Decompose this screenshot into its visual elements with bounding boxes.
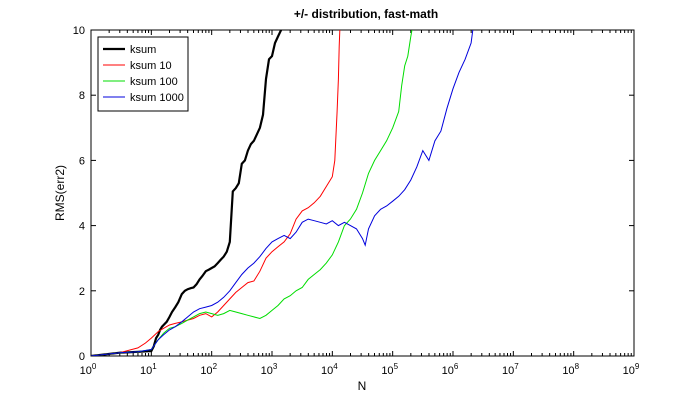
- chart-title: +/- distribution, fast-math: [294, 7, 438, 21]
- axis-ticks: [90, 29, 635, 357]
- y-tick-label: 8: [79, 90, 85, 102]
- x-tick-label: 105: [381, 362, 398, 377]
- series-line-4: [91, 30, 474, 356]
- legend-label: ksum 10: [130, 60, 172, 72]
- y-tick-label: 6: [79, 155, 85, 167]
- y-tick-label: 0: [79, 351, 85, 363]
- x-tick-label: 109: [623, 362, 640, 377]
- y-tick-label: 10: [73, 25, 85, 37]
- y-tick-labels: 0 2 4 6 8 10: [73, 25, 85, 363]
- series-line-2: [91, 30, 341, 356]
- x-tick-label: 107: [502, 362, 519, 377]
- x-tick-label: 100: [80, 362, 97, 377]
- y-axis-label: RMS(err2): [53, 165, 67, 221]
- legend: ksum ksum 10 ksum 100 ksum 1000: [97, 36, 189, 112]
- x-tick-label: 102: [200, 362, 217, 377]
- x-tick-label: 101: [140, 362, 157, 377]
- y-tick-label: 2: [79, 286, 85, 298]
- series-line-3: [91, 30, 413, 356]
- x-tick-label: 104: [321, 362, 338, 377]
- series-lines: [91, 30, 474, 356]
- series-line-1: [91, 30, 283, 356]
- x-axis-label: N: [358, 379, 367, 393]
- legend-label: ksum: [130, 44, 156, 56]
- legend-label: ksum 1000: [130, 92, 184, 104]
- x-tick-labels: 100 101 102 103 104 105 106 107 108 109: [80, 362, 640, 377]
- x-tick-label: 108: [562, 362, 579, 377]
- legend-label: ksum 100: [130, 76, 178, 88]
- x-tick-label: 103: [261, 362, 278, 377]
- y-tick-label: 4: [79, 221, 85, 233]
- x-tick-label: 106: [442, 362, 459, 377]
